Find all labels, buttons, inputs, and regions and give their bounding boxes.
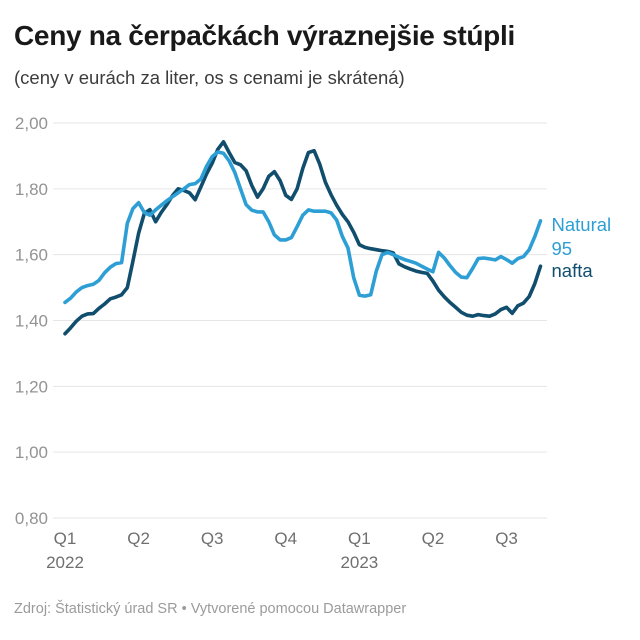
series-label-nafta: nafta xyxy=(552,260,594,281)
series-line-nafta[interactable] xyxy=(63,140,543,336)
y-axis-label: 1,60 xyxy=(15,246,48,265)
series-label-natural95: Natural xyxy=(552,214,612,235)
chart-subtitle: (ceny v eurách za liter, os s cenami je … xyxy=(14,67,405,88)
x-axis-label: Q2 xyxy=(127,529,150,548)
x-axis-label: Q1 xyxy=(348,529,371,548)
series-line-natural95[interactable] xyxy=(63,150,543,305)
x-axis-label: Q3 xyxy=(201,529,224,548)
x-axis-label: Q4 xyxy=(274,529,297,548)
y-axis-label: 1,80 xyxy=(15,180,48,199)
x-axis-label: Q3 xyxy=(495,529,518,548)
chart-title: Ceny na čerpačkách výraznejšie stúpli xyxy=(14,20,515,51)
y-axis-label: 1,40 xyxy=(15,312,48,331)
y-axis-label: 2,00 xyxy=(15,114,48,133)
y-axis-label: 1,00 xyxy=(15,443,48,462)
x-axis-year-label: 2023 xyxy=(340,553,378,572)
x-axis-year-label: 2022 xyxy=(46,553,84,572)
x-axis-label: Q1 xyxy=(54,529,77,548)
y-axis-label: 0,80 xyxy=(15,509,48,528)
y-axis-label: 1,20 xyxy=(15,377,48,396)
series-label-natural95: 95 xyxy=(552,238,573,259)
source-attribution: Zdroj: Štatistický úrad SR • Vytvorené p… xyxy=(14,601,407,617)
x-axis-label: Q2 xyxy=(422,529,445,548)
